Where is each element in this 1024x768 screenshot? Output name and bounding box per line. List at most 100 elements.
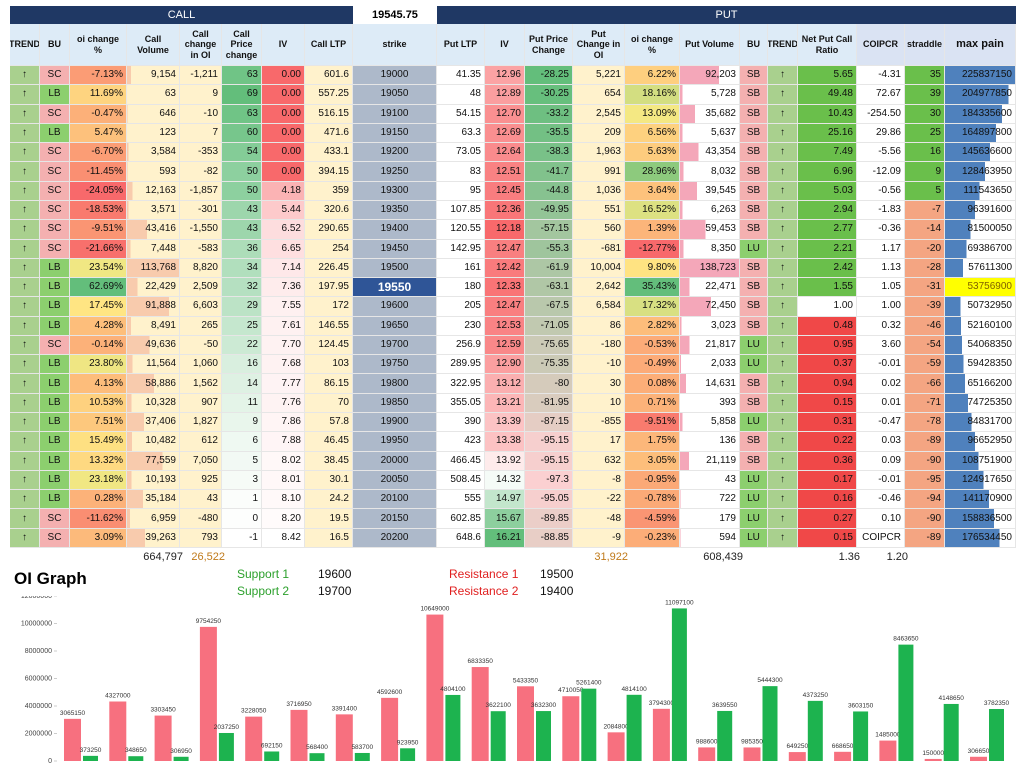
cell: 184335600 [945,104,1016,124]
bar [245,716,263,761]
bar [517,686,534,761]
cell: 13.38 [485,432,525,452]
cell: LU [740,490,768,510]
cell: 12.59 [485,335,525,356]
cell: 7,448 [127,239,180,259]
cell: -12.09 [857,162,905,182]
cell: 0.16 [798,490,857,510]
cell: -88.85 [525,528,573,548]
cell: 19.5 [305,509,353,529]
cell: 50 [222,162,262,182]
cell: SB [740,162,768,182]
cell: SC [40,335,70,356]
value-label: 150000 [922,750,944,757]
cell: -1,211 [180,66,222,86]
column-header: BU [740,24,768,66]
value-label: 668650 [832,743,854,750]
cell: SB [740,258,768,279]
cell: -78 [905,413,945,433]
cell: 1,562 [180,374,222,394]
cell: ↑ [10,432,40,452]
cell: 29.86 [857,123,905,144]
cell: 107.85 [437,200,485,221]
spot-price: 19545.75 [353,6,437,24]
cell: 1.13 [857,258,905,279]
cell: 5,858 [680,413,740,433]
cell: ↑ [768,316,798,336]
bar [626,694,642,761]
cell: -55.3 [525,239,573,259]
level-label: Resistance 1 [449,566,519,581]
oi-chart: 0 2000000 4000000 6000000 8000000 10000000 120… [21,596,1010,765]
cell: ↑ [768,451,798,471]
cell: LB [40,85,70,105]
cell: 12.36 [485,200,525,221]
cell: 15.67 [485,509,525,529]
cell: 19950 [353,432,437,452]
bar [698,747,716,761]
column-header: BU [40,24,70,66]
bar [652,708,670,761]
cell: -8 [573,470,625,491]
cell: LB [40,490,70,510]
cell: -0.47% [70,104,127,124]
bar [218,732,234,761]
cell: -0.01 [857,470,905,491]
cell: 1.00 [857,297,905,317]
cell: 25 [905,123,945,144]
cell: SB [740,104,768,124]
column-header: Call change in OI [180,24,222,66]
cell: 19200 [353,143,437,163]
cell: 95 [437,181,485,201]
cell: ↑ [10,470,40,491]
cell: LB [40,278,70,298]
cell: 46.45 [305,432,353,452]
cell: 602.85 [437,509,485,529]
cell: 63 [127,85,180,105]
cell: 146.55 [305,316,353,336]
cell: 49.48 [798,85,857,105]
value-label: 649250 [786,743,808,750]
cell: SB [740,278,768,298]
bar [64,718,81,761]
cell: 28.96% [625,162,680,182]
cell: -0.95% [625,470,680,491]
cell: 8.20 [262,509,305,529]
cell: 30 [905,104,945,124]
cell: 225837150 [945,66,1016,86]
cell: 13.39 [485,413,525,433]
cell: 17.45% [70,297,127,317]
value-label: 2037250 [214,724,240,731]
cell: ↑ [768,470,798,491]
cell: 158836500 [945,509,1016,529]
cell: 57.8 [305,413,353,433]
cell: -7 [905,200,945,221]
value-label: 3639550 [712,702,738,709]
cell: 322.95 [437,374,485,394]
cell: 69 [222,85,262,105]
cell: 5 [905,181,945,201]
cell: 19900 [353,413,437,433]
y-tick-label: 6000000 [25,676,52,683]
cell: 69386700 [945,239,1016,259]
cell: 722 [680,490,740,510]
cell: 124.45 [305,335,353,356]
cell: -0.23% [625,528,680,548]
bar [335,714,353,761]
cell: 59428350 [945,355,1016,375]
cell: 10,193 [127,470,180,491]
cell: -63.1 [525,278,573,298]
cell: 8.10 [262,490,305,510]
cell: SB [740,143,768,163]
cell: ↑ [768,509,798,529]
cell: 0.15 [798,528,857,548]
cell: 593 [127,162,180,182]
cell: 30 [573,374,625,394]
bar [490,711,506,761]
cell: -89 [905,432,945,452]
cell: 108751900 [945,451,1016,471]
cell: -95.15 [525,432,573,452]
cell: 508.45 [437,470,485,491]
cell: 612 [180,432,222,452]
cell: 14.32 [485,470,525,491]
